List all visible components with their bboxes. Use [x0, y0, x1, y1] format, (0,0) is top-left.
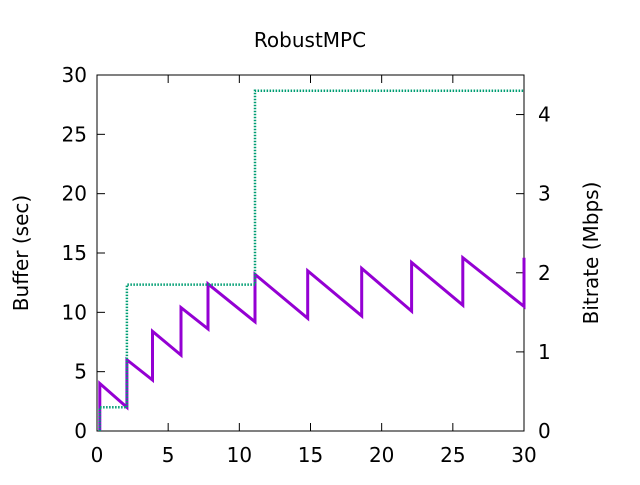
x-tick-label-0: 0 — [91, 443, 104, 467]
x-tick-label-1: 5 — [162, 443, 175, 467]
chart-title: RobustMPC — [254, 28, 366, 52]
x-tick-label-4: 20 — [369, 443, 394, 467]
y-axis-label: Buffer (sec) — [9, 195, 33, 311]
y-tick-label-5: 25 — [62, 122, 87, 146]
y-tick-label-4: 20 — [62, 182, 87, 206]
y-tick-label-6: 30 — [62, 63, 87, 87]
y2-tick-label-2: 2 — [538, 261, 551, 285]
y2-tick-label-0: 0 — [538, 419, 551, 443]
x-tick-label-2: 10 — [227, 443, 252, 467]
y-tick-label-1: 5 — [74, 360, 87, 384]
x-tick-label-6: 30 — [511, 443, 536, 467]
buffer-series-line — [98, 254, 526, 431]
plot-frame — [96, 74, 525, 432]
bitrate-series-line — [98, 89, 524, 431]
y-tick-label-2: 10 — [62, 300, 87, 324]
y-tick-label-0: 0 — [74, 419, 87, 443]
y2-tick-label-1: 1 — [538, 340, 551, 364]
x-tick-label-3: 15 — [298, 443, 323, 467]
y-tick-label-3: 15 — [62, 241, 87, 265]
y2-axis-label: Bitrate (Mbps) — [579, 182, 603, 325]
y2-tick-label-4: 4 — [538, 103, 551, 127]
x-tick-label-5: 25 — [440, 443, 465, 467]
y2-tick-label-3: 3 — [538, 182, 551, 206]
